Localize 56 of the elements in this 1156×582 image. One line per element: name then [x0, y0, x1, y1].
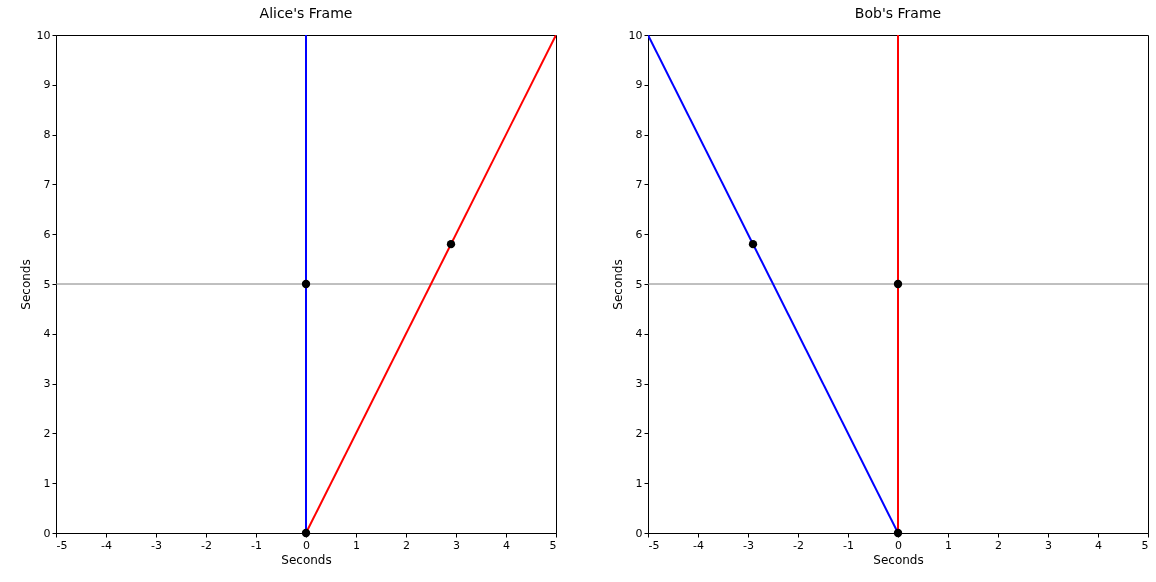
x-tick-label: 2 [995, 538, 1002, 552]
point [748, 239, 758, 249]
y-tick-label: 4 [43, 327, 51, 341]
x-tick-label: -2 [793, 538, 804, 552]
y-tick-label: 6 [43, 227, 51, 241]
y-tick-label: 5 [43, 277, 51, 291]
y-tick-label: 6 [635, 227, 643, 241]
x-tick-label: 1 [945, 538, 952, 552]
y-tick-label: 3 [635, 377, 643, 391]
point [893, 528, 903, 538]
x-tick-label: 5 [1141, 538, 1149, 552]
y-tick-label: 9 [43, 78, 51, 92]
point [893, 279, 903, 289]
y-tick-label: 10 [36, 28, 51, 42]
x-tick-label: 0 [303, 538, 310, 552]
y-tick-label: 2 [43, 426, 51, 440]
point [301, 528, 311, 538]
x-tick-label: -4 [693, 538, 704, 552]
x-tick-label: 5 [549, 538, 557, 552]
y-tick-label: 1 [43, 476, 51, 490]
x-tick-label: -1 [843, 538, 854, 552]
y-axis-title: Seconds [610, 259, 625, 310]
x-tick-label: -4 [101, 538, 112, 552]
y-tick-label: 2 [635, 426, 643, 440]
x-tick-label: 0 [895, 538, 902, 552]
y-tick-label: 7 [635, 177, 643, 191]
y-tick-label: 5 [635, 277, 643, 291]
y-tick-label: 1 [635, 476, 643, 490]
y-tick-label: 8 [635, 128, 643, 142]
x-tick-label: 3 [453, 538, 460, 552]
x-tick-label: -2 [201, 538, 212, 552]
y-tick-label: 10 [628, 28, 643, 42]
x-tick-label: -5 [56, 538, 68, 552]
x-tick-label: -3 [743, 538, 754, 552]
y-tick-label: 3 [43, 377, 51, 391]
x-tick-label: 2 [403, 538, 410, 552]
x-tick-label: 4 [1095, 538, 1102, 552]
x-tick-label: 3 [1045, 538, 1052, 552]
y-tick-label: 0 [43, 526, 51, 540]
y-tick-label: 4 [635, 327, 643, 341]
y-axis-title: Seconds [18, 259, 33, 310]
point [446, 239, 456, 249]
x-tick-label: -1 [251, 538, 262, 552]
x-tick-label: -3 [151, 538, 162, 552]
x-tick-label: 4 [503, 538, 510, 552]
point [301, 279, 311, 289]
x-axis-title: Seconds [281, 552, 332, 567]
y-tick-label: 7 [43, 177, 51, 191]
chart-title: Alice's Frame [259, 5, 353, 21]
y-tick-label: 8 [43, 128, 51, 142]
chart-title: Bob's Frame [854, 5, 942, 21]
y-tick-label: 9 [635, 78, 643, 92]
x-tick-label: -5 [648, 538, 660, 552]
x-axis-title: Seconds [873, 552, 924, 567]
x-tick-label: 1 [353, 538, 360, 552]
y-tick-label: 0 [635, 526, 643, 540]
